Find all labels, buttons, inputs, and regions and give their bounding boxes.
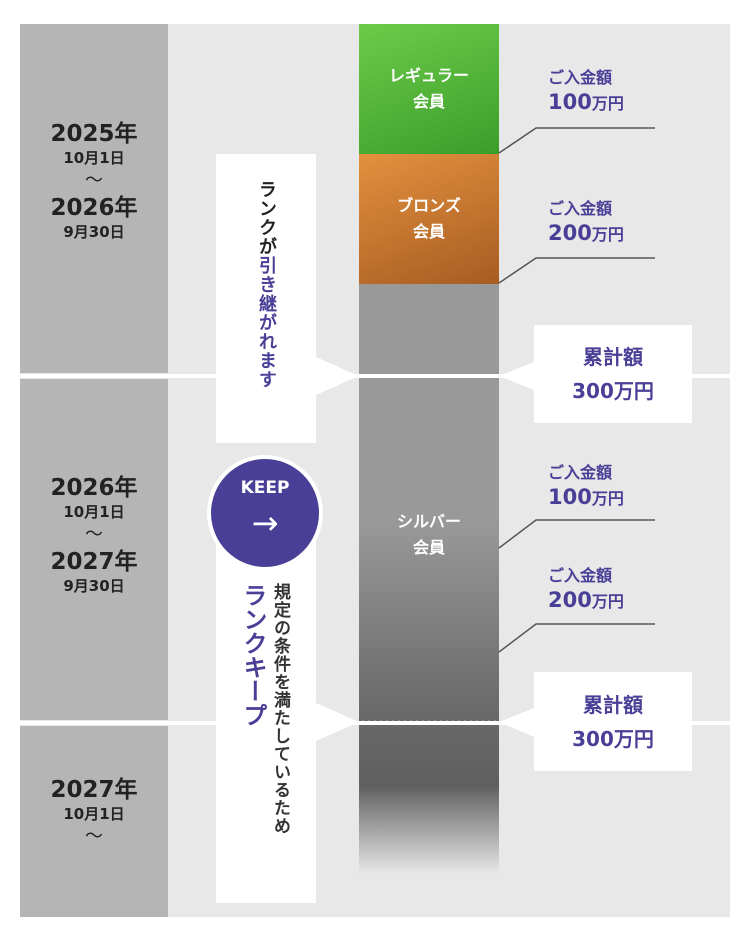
period-end-date: 9月30日 bbox=[63, 577, 125, 595]
leader-line-2 bbox=[498, 257, 655, 284]
payment-1: ご入金額 100万円 bbox=[548, 66, 624, 116]
payment-amount: 200 bbox=[548, 221, 592, 245]
carry-text: ランクが引き継がれます bbox=[252, 180, 280, 389]
period-start-date: 10月1日 bbox=[63, 503, 125, 521]
period-1: 2025年 10月1日 〜 2026年 9月30日 bbox=[20, 120, 168, 242]
payment-2: ご入金額 200万円 bbox=[548, 197, 624, 247]
tier-bronze-label: ブロンズ 会員 bbox=[397, 196, 461, 241]
period-tilde: 〜 bbox=[85, 524, 103, 545]
tier-regular: レギュラー 会員 bbox=[359, 24, 499, 154]
payment-unit: 万円 bbox=[591, 94, 624, 113]
period-start-year: 2026年 bbox=[50, 475, 138, 501]
total-amount: 300万円 bbox=[572, 379, 654, 403]
period-tilde: 〜 bbox=[85, 170, 103, 191]
arrow-right-icon: → bbox=[251, 504, 279, 542]
keep-reason: 規定の条件を満たしているため bbox=[270, 583, 290, 835]
period-column-2 bbox=[20, 379, 168, 720]
total-box-1 bbox=[499, 325, 692, 423]
payment-4: ご入金額 200万円 bbox=[548, 564, 624, 614]
total-2: 累計額 300万円 bbox=[534, 672, 692, 771]
period-start-year: 2025年 bbox=[50, 121, 138, 147]
payment-unit: 万円 bbox=[591, 225, 624, 244]
total-box-2 bbox=[499, 672, 692, 771]
payment-label: ご入金額 bbox=[548, 566, 613, 585]
period-column-3 bbox=[20, 726, 168, 917]
payment-label: ご入金額 bbox=[548, 199, 613, 218]
keep-badge-label: KEEP bbox=[240, 478, 290, 498]
leader-line-1 bbox=[498, 127, 655, 154]
tier-silver-text: シルバー 会員 bbox=[359, 505, 499, 565]
payment-label: ご入金額 bbox=[548, 68, 613, 87]
period-start-year: 2027年 bbox=[50, 777, 138, 803]
carry-prefix: ランクが bbox=[256, 180, 277, 256]
period-2: 2026年 10月1日 〜 2027年 9月30日 bbox=[20, 474, 168, 596]
period-end-date: 9月30日 bbox=[63, 223, 125, 241]
tier-silver bbox=[359, 284, 499, 874]
carry-highlight: 引き継がれます bbox=[256, 256, 277, 389]
leader-line-3 bbox=[498, 519, 655, 549]
period-start-date: 10月1日 bbox=[63, 149, 125, 167]
period-3: 2027年 10月1日 〜 bbox=[20, 776, 168, 850]
keep-title: ランクキープ bbox=[239, 583, 267, 727]
total-amount: 300万円 bbox=[572, 726, 654, 751]
payment-unit: 万円 bbox=[591, 489, 624, 508]
payment-amount: 100 bbox=[548, 90, 592, 114]
tier-bronze: ブロンズ 会員 bbox=[359, 154, 499, 284]
payment-amount: 200 bbox=[548, 588, 592, 612]
period-end-year: 2026年 bbox=[50, 195, 138, 221]
payment-label: ご入金額 bbox=[548, 463, 613, 482]
period-end-year: 2027年 bbox=[50, 549, 138, 575]
leader-line-4 bbox=[498, 623, 655, 653]
period-tilde: 〜 bbox=[85, 826, 103, 847]
period-column-1 bbox=[20, 24, 168, 373]
keep-callout-box bbox=[216, 500, 359, 903]
payment-amount: 100 bbox=[548, 485, 592, 509]
payment-3: ご入金額 100万円 bbox=[548, 461, 624, 511]
keep-badge bbox=[211, 459, 319, 567]
period-start-date: 10月1日 bbox=[63, 805, 125, 823]
total-1: 累計額 300万円 bbox=[534, 325, 692, 423]
carry-callout-box bbox=[216, 154, 359, 443]
total-label: 累計額 bbox=[583, 692, 643, 717]
payment-unit: 万円 bbox=[591, 592, 624, 611]
total-label: 累計額 bbox=[583, 345, 643, 369]
tier-silver-label: シルバー 会員 bbox=[396, 512, 461, 557]
tier-regular-label: レギュラー 会員 bbox=[388, 66, 469, 111]
